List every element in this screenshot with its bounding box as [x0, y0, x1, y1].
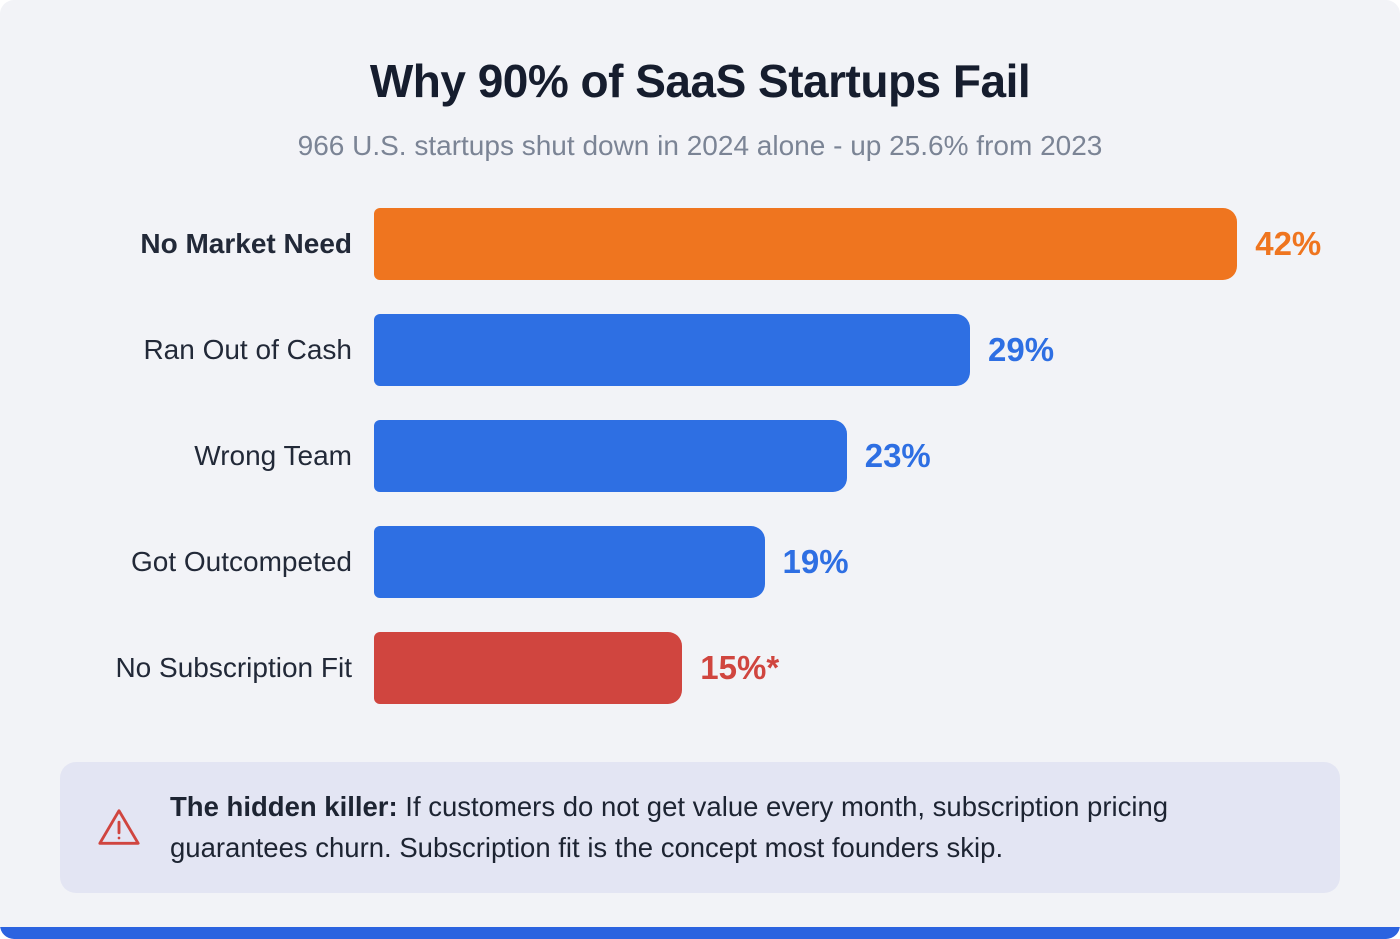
bar-value: 23%: [864, 437, 931, 474]
page-title: Why 90% of SaaS Startups Fail: [369, 55, 1031, 107]
bar-track: 29%: [374, 314, 1340, 386]
bar-row: No Subscription Fit 15%*: [60, 632, 1340, 704]
bar-row: Ran Out of Cash 29%: [60, 314, 1340, 386]
bar: [374, 420, 847, 492]
bar-row: Got Outcompeted 19%: [60, 526, 1340, 598]
bar-label: Got Outcompeted: [130, 546, 352, 577]
note-text: The hidden killer: If customers do not g…: [170, 786, 1304, 869]
bar-value: 29%: [988, 331, 1055, 368]
bar-label: No Subscription Fit: [115, 652, 352, 683]
bar-track: 23%: [374, 420, 1340, 492]
bar-value: 42%: [1255, 225, 1322, 262]
bar-row: No Market Need 42%: [60, 208, 1340, 280]
bar-track: 19%: [374, 526, 1340, 598]
bar-row: Wrong Team 23%: [60, 420, 1340, 492]
bar: [374, 526, 765, 598]
warning-triangle-icon: [96, 804, 142, 850]
bar: [374, 314, 971, 386]
bar-label: No Market Need: [140, 228, 352, 259]
bar-label: Wrong Team: [194, 440, 352, 471]
callout-note: The hidden killer: If customers do not g…: [60, 762, 1340, 893]
bar-chart: No Market Need 42% Ran Out of Cash 29% W…: [0, 208, 1400, 704]
note-body: If customers do not get value every mont…: [170, 791, 1169, 864]
page-subtitle: 966 U.S. startups shut down in 2024 alon…: [297, 130, 1103, 161]
footer-accent-bar: [0, 927, 1400, 939]
note-bold-lead: The hidden killer:: [170, 791, 398, 822]
bar-label: Ran Out of Cash: [143, 334, 352, 365]
bar-track: 15%*: [374, 632, 1340, 704]
bar-value: 15%*: [700, 649, 780, 686]
bar: [374, 208, 1238, 280]
bar: [374, 632, 683, 704]
header: Why 90% of SaaS Startups Fail 966 U.S. s…: [0, 0, 1400, 162]
bar-value: 19%: [782, 543, 849, 580]
bar-track: 42%: [374, 208, 1340, 280]
